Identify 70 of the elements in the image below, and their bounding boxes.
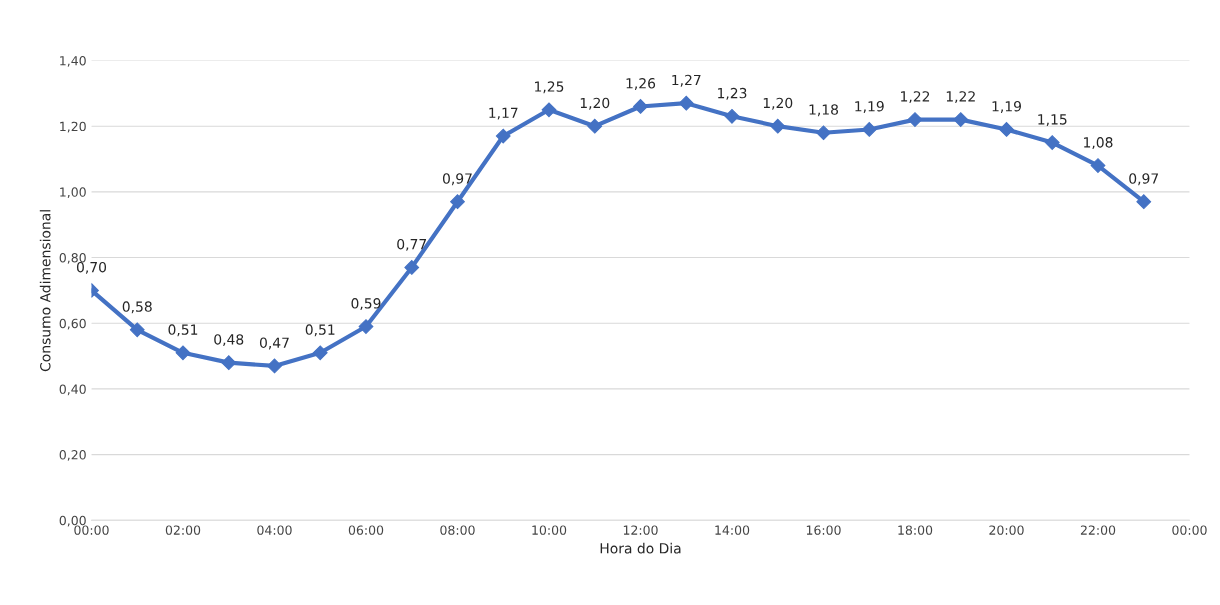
point [907, 112, 923, 128]
point [175, 345, 191, 361]
point [861, 122, 877, 137]
point [495, 128, 511, 144]
y-tick-label: 1,00 [60, 187, 86, 199]
data-label: 1,20 [763, 97, 793, 110]
data-label: 1,23 [718, 87, 747, 100]
point [770, 118, 786, 134]
data-label: 1,25 [535, 81, 564, 94]
data-label: 0,59 [351, 298, 381, 310]
data-label: 1,22 [901, 91, 930, 104]
x-tick-label: 00:00 [74, 525, 109, 535]
data-label: 1,15 [1038, 114, 1067, 127]
data-label: 1,19 [992, 101, 1021, 113]
point [267, 358, 282, 374]
point [541, 102, 557, 118]
data-label: 1,19 [855, 101, 884, 113]
point [999, 122, 1014, 137]
data-label: 1,17 [489, 107, 518, 120]
data-label: 1,20 [580, 97, 610, 110]
data-label: 0,70 [76, 261, 107, 274]
x-tick-label: 20:00 [989, 525, 1024, 535]
x-tick-label: 18:00 [898, 525, 933, 535]
data-label: 1,22 [946, 91, 975, 104]
y-tick-label: 1,20 [60, 121, 86, 133]
x-tick-label: 04:00 [257, 525, 292, 535]
data-label: 0,58 [122, 301, 152, 314]
y-tick-label: 0,40 [59, 384, 86, 396]
x-tick-label: 08:00 [440, 525, 475, 535]
x-tick-label: 10:00 [532, 525, 567, 535]
point [587, 118, 603, 134]
point [1090, 158, 1106, 173]
point [221, 355, 237, 371]
y-tick-label: 0,60 [59, 318, 86, 330]
point [1136, 194, 1152, 210]
point [129, 322, 145, 338]
data-label: 1,08 [1084, 137, 1113, 150]
point [358, 319, 374, 334]
y-tick-label: 1,40 [60, 55, 86, 67]
x-tick-label: 22:00 [1080, 525, 1116, 535]
data-label: 0,48 [214, 334, 244, 347]
x-tick-label: 16:00 [806, 525, 841, 535]
point [678, 95, 694, 111]
x-axis-title: Hora do Dia [600, 542, 681, 554]
x-tick-label: 06:00 [348, 525, 384, 535]
data-label: 0,47 [259, 337, 289, 350]
point [404, 260, 420, 275]
point [816, 125, 831, 141]
data-label: 0,97 [1129, 173, 1159, 186]
y-axis-title: Consumo Adimensional [39, 210, 51, 372]
data-label: 1,18 [809, 104, 839, 117]
point [633, 99, 648, 114]
y-tick-label: 0,20 [59, 450, 86, 461]
data-label: 1,27 [672, 74, 701, 87]
point [1044, 135, 1060, 150]
point [450, 194, 465, 210]
x-tick-label: 14:00 [715, 525, 750, 535]
data-label: 1,26 [626, 78, 656, 90]
y-tick-label: 0,80 [59, 253, 86, 264]
data-label: 0,51 [305, 324, 335, 337]
x-tick-label: 12:00 [623, 525, 658, 535]
x-tick-label: 02:00 [165, 525, 201, 535]
x-tick-label: 00:00 [1172, 525, 1207, 535]
y-tick-label: 0,00 [59, 515, 86, 527]
point [312, 345, 328, 361]
data-label: 0,77 [397, 238, 427, 251]
data-label: 0,97 [442, 173, 472, 186]
data-label: 0,51 [168, 324, 198, 337]
point [953, 112, 969, 128]
point [724, 108, 740, 124]
